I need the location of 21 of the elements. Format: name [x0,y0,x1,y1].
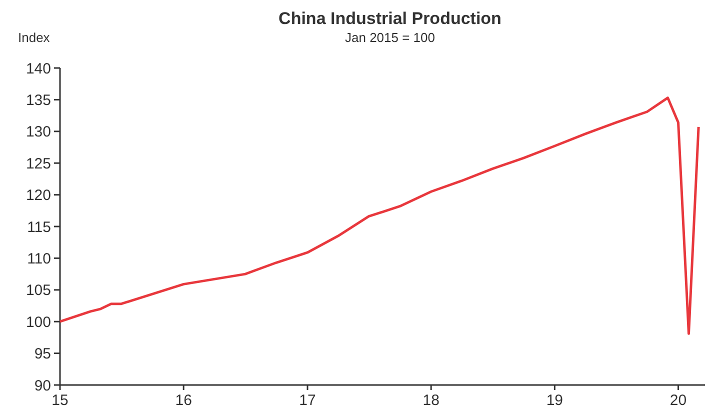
y-axis-title: Index [18,30,50,45]
y-tick-label: 125 [26,155,51,172]
y-tick-label: 115 [27,218,51,236]
x-tick-label: 17 [299,392,316,409]
y-tick-label: 120 [26,187,51,204]
y-tick-label: 90 [34,377,51,394]
x-tick-label: 18 [422,392,440,409]
x-tick-label: 19 [546,392,564,409]
chart-title: China Industrial Production [278,9,502,28]
y-tick-label: 105 [26,282,51,300]
y-tick-label: 95 [34,346,51,363]
y-tick-label: 130 [26,124,51,141]
y-tick-label: 135 [26,92,51,109]
chart-subtitle: Jan 2015 = 100 [345,30,435,45]
x-tick-label: 15 [52,392,68,409]
y-tick-label: 140 [26,60,51,78]
y-tick-label: 100 [26,314,51,331]
y-tick-label: 110 [27,250,51,268]
x-tick-label: 16 [175,392,192,409]
x-tick-label: 20 [670,392,687,409]
line-series [58,96,700,335]
